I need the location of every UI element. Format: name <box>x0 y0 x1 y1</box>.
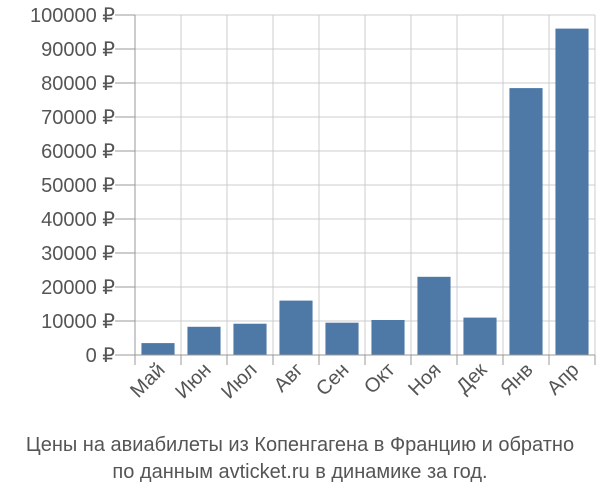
x-tick-labels: Май Июн Июл Авг Сен Окт Ноя Дек Янв Апр <box>126 359 583 403</box>
x-tick-label: Апр <box>543 359 584 400</box>
y-tick-label: 10000 ₽ <box>41 311 115 333</box>
y-tick-label: 100000 ₽ <box>30 5 115 27</box>
bar-9 <box>509 88 543 355</box>
bar-5 <box>325 322 359 355</box>
axes <box>115 14 596 365</box>
bar-10 <box>555 28 589 355</box>
x-tick-label: Июл <box>217 359 261 403</box>
price-bar-chart: 0 ₽ 10000 ₽ 20000 ₽ 30000 ₽ 40000 ₽ 50000 ₽ 60… <box>30 5 596 403</box>
bar-2 <box>187 326 221 355</box>
x-tick-label: Ноя <box>404 359 445 400</box>
y-tick-label: 50000 ₽ <box>41 175 115 197</box>
caption-line-2: по данным avticket.ru в динамике за год. <box>112 461 488 483</box>
x-tick-label: Май <box>126 359 169 402</box>
bar-7 <box>417 276 451 355</box>
bars <box>141 28 589 355</box>
x-tick-label: Янв <box>496 359 537 400</box>
caption-line-1: Цены на авиабилеты из Копенгагена в Фран… <box>25 434 575 456</box>
y-tick-label: 80000 ₽ <box>41 73 115 95</box>
x-tick-label: Окт <box>360 359 399 398</box>
x-tick-label: Дек <box>452 359 491 398</box>
bar-3 <box>233 323 267 355</box>
x-tick-label: Авг <box>270 359 308 397</box>
y-tick-label: 40000 ₽ <box>41 209 115 231</box>
y-tick-label: 30000 ₽ <box>41 243 115 265</box>
y-tick-label: 20000 ₽ <box>41 277 115 299</box>
y-tick-label: 60000 ₽ <box>41 141 115 163</box>
bar-1 <box>141 343 175 355</box>
bar-6 <box>371 319 405 355</box>
bar-8 <box>463 317 497 355</box>
y-tick-labels: 0 ₽ 10000 ₽ 20000 ₽ 30000 ₽ 40000 ₽ 50000 ₽ 60… <box>30 5 115 367</box>
y-tick-label: 70000 ₽ <box>41 107 115 129</box>
x-tick-label: Июн <box>171 359 215 403</box>
x-tick-label: Сен <box>312 359 353 400</box>
bar-4 <box>279 300 313 355</box>
y-tick-label: 0 ₽ <box>86 345 116 367</box>
y-tick-label: 90000 ₽ <box>41 39 115 61</box>
